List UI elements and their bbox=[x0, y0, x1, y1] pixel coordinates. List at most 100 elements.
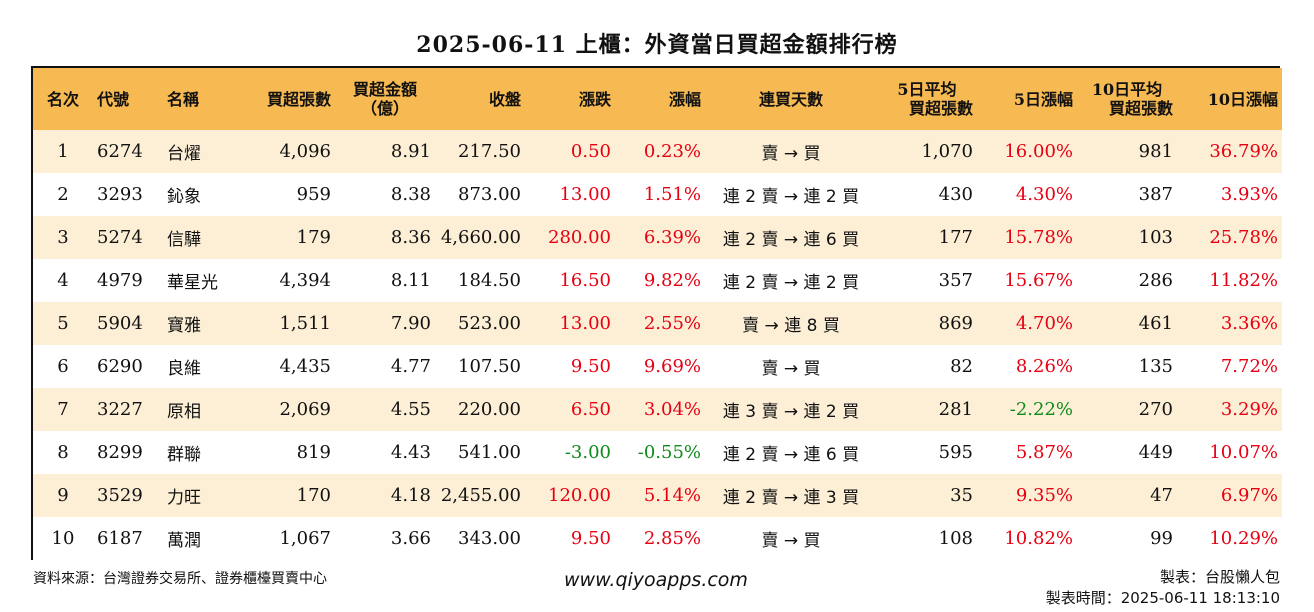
cell-buy-amount: 8.38 bbox=[390, 184, 431, 205]
cell-rank: 2 bbox=[57, 184, 69, 205]
cell-buy-amount: 4.77 bbox=[390, 356, 431, 377]
cell-streak: 賣 → 買 bbox=[761, 531, 821, 551]
cell-pct5: 8.26% bbox=[1015, 356, 1073, 377]
cell-change: 9.50 bbox=[570, 528, 611, 549]
maker-label: 製表：台股懶人包 bbox=[1159, 568, 1280, 586]
cell-code: 5274 bbox=[97, 227, 143, 248]
header-avg5-line1: 5日平均 bbox=[897, 80, 957, 99]
cell-streak: 連 2 賣 → 連 6 買 bbox=[722, 445, 860, 465]
cell-close: 184.50 bbox=[458, 270, 521, 291]
table-header-row: 名次 代號 名稱 買超張數 買超金額 （億） 收盤 漲跌 漲幅 連買天數 5日平… bbox=[33, 68, 1282, 130]
cell-code: 3293 bbox=[97, 184, 143, 205]
cell-rank: 7 bbox=[57, 399, 69, 420]
cell-name: 良維 bbox=[167, 359, 201, 379]
cell-close: 541.00 bbox=[458, 442, 521, 463]
cell-avg5: 430 bbox=[938, 184, 973, 205]
cell-avg5: 595 bbox=[938, 442, 973, 463]
table-row: 2 3293 鈊象 959 8.38 873.00 13.00 1.51% 連 2 賣 → 連 … bbox=[33, 173, 1282, 216]
data-source: 資料來源：台灣證券交易所、證券櫃檯買賣中心 bbox=[33, 571, 327, 587]
cell-pct5: 15.78% bbox=[1004, 227, 1073, 248]
website-link[interactable]: www.qiyoapps.com bbox=[564, 569, 748, 591]
cell-buy-amount: 4.55 bbox=[390, 399, 431, 420]
cell-pct10: 36.79% bbox=[1209, 141, 1278, 162]
cell-name: 信驊 bbox=[167, 230, 201, 250]
cell-code: 8299 bbox=[97, 442, 143, 463]
cell-avg10: 286 bbox=[1138, 270, 1173, 291]
cell-name: 鈊象 bbox=[167, 187, 201, 207]
cell-change: 13.00 bbox=[559, 184, 611, 205]
cell-buy-shares: 1,511 bbox=[279, 313, 331, 334]
header-pct5: 5日漲幅 bbox=[1013, 89, 1073, 109]
cell-close: 343.00 bbox=[458, 528, 521, 549]
cell-streak: 連 3 賣 → 連 2 買 bbox=[722, 402, 860, 422]
cell-close: 220.00 bbox=[458, 399, 521, 420]
cell-streak: 連 2 賣 → 連 6 買 bbox=[722, 230, 860, 250]
header-name: 名稱 bbox=[167, 89, 200, 109]
cell-code: 3227 bbox=[97, 399, 143, 420]
header-change: 漲跌 bbox=[578, 89, 611, 109]
cell-pct10: 3.93% bbox=[1220, 184, 1278, 205]
table-row: 8 8299 群聯 819 4.43 541.00 -3.00 -0.55% 連 2 賣 → 連… bbox=[33, 431, 1282, 474]
cell-streak: 賣 → 買 bbox=[761, 359, 821, 379]
header-avg10-line1: 10日平均 bbox=[1091, 80, 1163, 99]
cell-avg10: 47 bbox=[1150, 485, 1173, 506]
cell-close: 107.50 bbox=[458, 356, 521, 377]
cell-close: 2,455.00 bbox=[440, 485, 521, 506]
cell-name: 華星光 bbox=[167, 273, 218, 293]
cell-change: 16.50 bbox=[559, 270, 611, 291]
cell-pct5: 4.70% bbox=[1015, 313, 1073, 334]
cell-avg5: 281 bbox=[938, 399, 973, 420]
cell-name: 群聯 bbox=[167, 445, 201, 465]
cell-streak: 連 2 賣 → 連 3 買 bbox=[722, 488, 860, 508]
cell-pct10: 10.29% bbox=[1209, 528, 1278, 549]
cell-buy-shares: 4,394 bbox=[279, 270, 331, 291]
cell-buy-shares: 959 bbox=[296, 184, 331, 205]
cell-streak: 連 2 賣 → 連 2 買 bbox=[722, 187, 860, 207]
cell-change-pct: 9.69% bbox=[643, 356, 701, 377]
cell-change: -3.00 bbox=[564, 442, 611, 463]
cell-change-pct: 2.55% bbox=[643, 313, 701, 334]
cell-rank: 1 bbox=[57, 141, 69, 162]
cell-buy-amount: 7.90 bbox=[390, 313, 431, 334]
cell-rank: 10 bbox=[51, 528, 75, 549]
footer-credits: 製表：台股懶人包 製表時間：2025-06-11 18:13:10 bbox=[1046, 567, 1280, 609]
cell-streak: 賣 → 買 bbox=[761, 144, 821, 164]
cell-rank: 3 bbox=[57, 227, 69, 248]
cell-change-pct: 3.04% bbox=[643, 399, 701, 420]
cell-change: 6.50 bbox=[570, 399, 611, 420]
cell-change-pct: 0.23% bbox=[643, 141, 701, 162]
cell-buy-shares: 170 bbox=[296, 485, 331, 506]
header-avg10-line2: 買超張數 bbox=[1108, 99, 1173, 118]
cell-avg5: 357 bbox=[938, 270, 973, 291]
cell-change-pct: 6.39% bbox=[643, 227, 701, 248]
cell-buy-shares: 1,067 bbox=[279, 528, 331, 549]
cell-pct5: 16.00% bbox=[1004, 141, 1073, 162]
cell-buy-amount: 4.43 bbox=[390, 442, 431, 463]
cell-change-pct: 5.14% bbox=[643, 485, 701, 506]
cell-pct10: 7.72% bbox=[1220, 356, 1278, 377]
cell-avg10: 387 bbox=[1138, 184, 1173, 205]
cell-change: 9.50 bbox=[570, 356, 611, 377]
table-row: 1 6274 台燿 4,096 8.91 217.50 0.50 0.23% 賣 → 買 1,07… bbox=[33, 130, 1282, 173]
header-rank: 名次 bbox=[46, 89, 79, 109]
table-row: 10 6187 萬潤 1,067 3.66 343.00 9.50 2.85% 賣 → 買 108… bbox=[33, 517, 1282, 560]
cell-avg10: 981 bbox=[1138, 141, 1173, 162]
cell-buy-amount: 4.18 bbox=[390, 485, 431, 506]
header-change-pct: 漲幅 bbox=[668, 89, 701, 109]
cell-pct5: 10.82% bbox=[1004, 528, 1073, 549]
cell-buy-shares: 179 bbox=[296, 227, 331, 248]
table-body: 1 6274 台燿 4,096 8.91 217.50 0.50 0.23% 賣 → 買 1,07… bbox=[33, 130, 1282, 560]
cell-pct5: 9.35% bbox=[1015, 485, 1073, 506]
cell-pct10: 11.82% bbox=[1209, 270, 1278, 291]
header-avg10: 10日平均 買超張數 bbox=[1077, 68, 1177, 130]
ranking-table: 名次 代號 名稱 買超張數 買超金額 （億） 收盤 漲跌 漲幅 連買天數 5日平… bbox=[31, 66, 1282, 560]
cell-name: 寶雅 bbox=[167, 316, 201, 336]
cell-change-pct: 9.82% bbox=[643, 270, 701, 291]
cell-buy-shares: 4,435 bbox=[279, 356, 331, 377]
header-avg5-line2: 買超張數 bbox=[908, 99, 973, 118]
cell-change: 0.50 bbox=[570, 141, 611, 162]
cell-name: 台燿 bbox=[167, 144, 201, 164]
cell-pct10: 6.97% bbox=[1220, 485, 1278, 506]
cell-avg5: 1,070 bbox=[921, 141, 973, 162]
header-buy-shares: 買超張數 bbox=[266, 89, 331, 109]
